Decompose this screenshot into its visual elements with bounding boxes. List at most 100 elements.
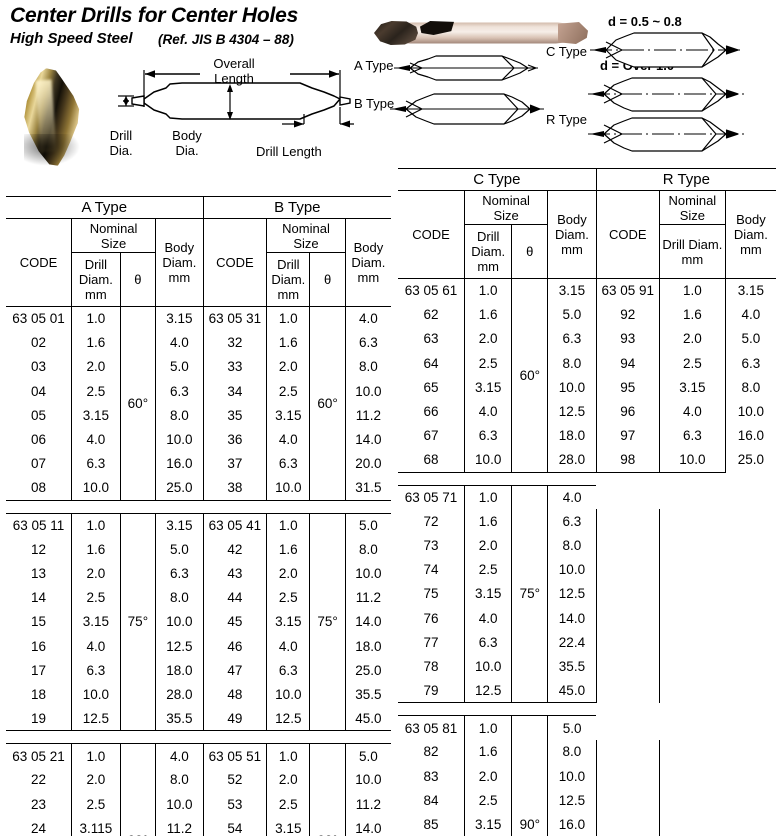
drill-diam-cell — [659, 679, 725, 703]
table-row: 05 3.15 8.0 35 3.15 11.2 — [6, 403, 391, 428]
body-diam-cell: 12.5 — [166, 638, 193, 654]
table-row: 63 05 71 1.0 75° 4.0 — [398, 484, 776, 703]
drill-diam-cell: 2.0 — [71, 354, 121, 380]
table-row: 15 3.15 10.0 45 3.15 14.0 — [6, 609, 391, 634]
code-cell: 45 — [202, 609, 268, 634]
code-cell: 49 — [202, 706, 268, 731]
code-cell: 02 — [6, 330, 73, 355]
table-row: 62 1.6 5.0 92 1.6 4.0 — [398, 302, 776, 327]
body-diam-cell: 8.0 — [358, 359, 378, 375]
body-diam-cell: 3.15 — [155, 305, 204, 331]
body-diam-cell: 8.0 — [169, 590, 189, 606]
code-cell: 78 — [398, 654, 466, 679]
body-diam-cell: 4.0 — [169, 335, 189, 351]
body-diam-cell — [725, 630, 776, 654]
theta-cell: 90° — [309, 743, 346, 836]
table-row: 13 2.0 6.3 43 2.0 10.0 — [6, 561, 391, 586]
drill-diam-cell: 4.0 — [71, 427, 121, 452]
drill-diam-cell: 1.6 — [464, 739, 513, 765]
drill-diam-cell: 2.0 — [464, 764, 513, 789]
header-body-diam-r: Body Diam. mm — [733, 212, 768, 257]
drill-diam-cell: 12.5 — [266, 706, 311, 731]
drill-diam-cell: 6.3 — [464, 630, 513, 655]
header-code-a: CODE — [6, 218, 73, 307]
drill-diam-cell: 1.6 — [266, 330, 311, 355]
code-cell: 72 — [398, 509, 466, 534]
code-cell: 53 — [202, 792, 268, 817]
table-row: 17 6.3 18.0 47 6.3 25.0 — [6, 658, 391, 683]
body-diam-cell: 11.2 — [166, 820, 192, 836]
body-diam-cell: 3.15 — [155, 512, 204, 538]
body-diam-cell: 8.0 — [169, 772, 189, 788]
code-cell: 34 — [202, 379, 268, 404]
code-cell: 63 05 61 — [398, 277, 466, 303]
code-cell: 18 — [6, 682, 73, 707]
page-title: Center Drills for Center Holes — [10, 4, 299, 27]
body-diam-cell: 10.0 — [355, 565, 382, 581]
code-cell — [595, 812, 660, 836]
code-cell: 62 — [398, 302, 466, 327]
drill-diam-cell: 1.0 — [71, 512, 121, 538]
body-diam-cell: 4.0 — [547, 484, 597, 510]
code-cell: 75 — [398, 581, 466, 606]
code-cell: 36 — [202, 427, 268, 452]
body-diam-cell: 28.0 — [166, 686, 193, 702]
drill-diam-cell: 1.0 — [266, 743, 311, 768]
drill-diam-cell: 3.15 — [71, 403, 121, 428]
code-cell: 24 — [6, 816, 73, 836]
drill-diam-cell: 10.0 — [71, 682, 121, 707]
table-row: 08 10.0 25.0 38 10.0 31.5 — [6, 475, 391, 500]
header-theta-b: θ — [309, 252, 346, 307]
code-cell: 42 — [202, 537, 268, 562]
header-nominal-size-r: Nominal Size — [659, 190, 726, 225]
code-cell: 77 — [398, 630, 466, 655]
body-diam-cell — [725, 582, 776, 606]
body-diam-cell: 14.0 — [355, 614, 382, 630]
group-separator — [398, 471, 776, 485]
body-diam-cell: 10.0 — [558, 768, 586, 784]
code-cell: 65 — [398, 375, 466, 400]
table-row: 18 10.0 28.0 48 10.0 35.5 — [6, 682, 391, 707]
table-row: 75 3.15 12.5 — [398, 581, 776, 606]
table-row: 63 05 11 1.0 75° 3.15 63 05 41 1.0 75° 5.0 — [6, 512, 391, 731]
code-cell: 22 — [6, 767, 73, 793]
drill-diam-cell: 6.3 — [464, 423, 513, 448]
body-diam-cell: 5.0 — [741, 331, 761, 347]
body-diam-cell — [725, 654, 776, 678]
drill-diam-cell: 4.0 — [266, 633, 311, 659]
body-diam-cell: 14.0 — [355, 820, 382, 836]
drill-diam-cell: 4.0 — [266, 427, 311, 452]
drill-diam-cell — [659, 788, 725, 812]
body-diam-cell: 6.3 — [562, 513, 582, 529]
header-nominal-size-c: Nominal Size — [464, 190, 549, 225]
body-diam-cell: 6.3 — [358, 335, 378, 351]
body-diam-cell: 10.0 — [558, 379, 586, 395]
group-separator — [398, 702, 776, 716]
body-diam-cell: 10.0 — [355, 383, 382, 399]
drill-diam-cell: 3.15 — [464, 812, 513, 836]
drill-diam-cell: 2.5 — [659, 351, 726, 376]
table-row: 23 2.5 10.0 53 2.5 11.2 — [6, 792, 391, 817]
header-drill-diam-a: Drill Diam. mm — [71, 252, 121, 307]
drill-diam-cell: 2.0 — [266, 354, 311, 380]
code-cell: 63 05 81 — [398, 715, 466, 740]
label-drill-length: Drill Length — [256, 144, 322, 159]
code-cell: 63 05 51 — [202, 743, 268, 768]
header-body-diam-b: Body Diam. mm — [351, 240, 386, 285]
body-diam-cell: 4.0 — [155, 743, 204, 768]
code-cell: 07 — [6, 451, 73, 476]
header-code-c: CODE — [398, 190, 466, 279]
side-photo-end — [558, 22, 588, 44]
page-subtitle: High Speed Steel — [10, 30, 133, 47]
code-cell: 82 — [398, 739, 466, 765]
code-cell — [595, 557, 660, 582]
code-cell: 35 — [202, 403, 268, 428]
drill-diam-cell: 2.0 — [659, 326, 726, 352]
drill-diam-cell: 4.0 — [659, 399, 726, 424]
drill-diam-cell: 10.0 — [266, 475, 311, 500]
theta-cell: 75° — [120, 512, 157, 731]
table-row: 78 10.0 35.5 — [398, 654, 776, 679]
table-row: 82 1.6 8.0 — [398, 739, 776, 765]
drill-diam-cell: 4.0 — [71, 633, 121, 659]
body-diam-cell: 22.4 — [558, 634, 586, 650]
